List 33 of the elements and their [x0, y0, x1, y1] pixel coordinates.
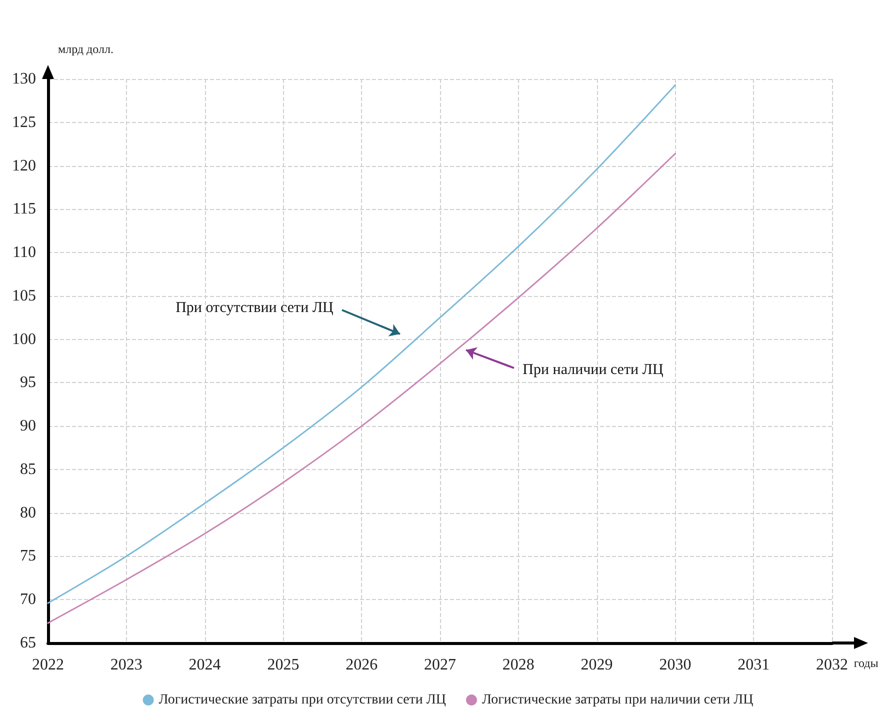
- y-tick-label: 130: [12, 70, 36, 88]
- y-tick-label: 120: [12, 157, 36, 174]
- x-axis-title: годы: [854, 656, 878, 670]
- x-tick-label: 2030: [659, 656, 692, 674]
- x-tick-label: 2023: [110, 656, 142, 674]
- y-axis-title: млрд долл.: [58, 42, 114, 56]
- line-series: [47, 152, 676, 624]
- x-tick-label: 2022: [32, 656, 64, 674]
- y-tick-label: 85: [20, 460, 36, 478]
- x-tick-label: 2024: [188, 656, 221, 674]
- x-tick-label: 2029: [580, 656, 613, 674]
- y-tick-label: 65: [20, 634, 36, 652]
- annotation: При отсутствии сети ЛЦ: [176, 300, 334, 316]
- annotation: При наличии сети ЛЦ: [522, 362, 664, 378]
- y-tick-label: 70: [20, 591, 36, 608]
- y-tick-label: 80: [20, 504, 36, 522]
- y-tick-label: 105: [12, 287, 36, 304]
- x-tick-label: 2028: [502, 656, 534, 674]
- legend-label: Логистические затраты при наличии сети ЛЦ: [482, 692, 754, 708]
- x-tick-label: 2032: [816, 656, 848, 674]
- x-tick-label: 2031: [738, 656, 770, 674]
- y-tick-label: 115: [12, 200, 36, 218]
- y-tick-label: 75: [20, 548, 36, 565]
- y-tick-label: 90: [20, 418, 36, 435]
- y-tick-label: 125: [12, 114, 36, 131]
- y-tick-label: 95: [20, 374, 36, 392]
- line-series: [47, 84, 676, 604]
- legend-label: Логистические затраты при отсутствии сети ЛЦ: [158, 692, 446, 708]
- x-tick-label: 2026: [346, 656, 378, 674]
- x-tick-label: 2025: [267, 656, 300, 674]
- y-tick-label: 100: [12, 330, 36, 348]
- y-tick-label: 110: [12, 244, 36, 262]
- x-tick-label: 2027: [424, 656, 456, 674]
